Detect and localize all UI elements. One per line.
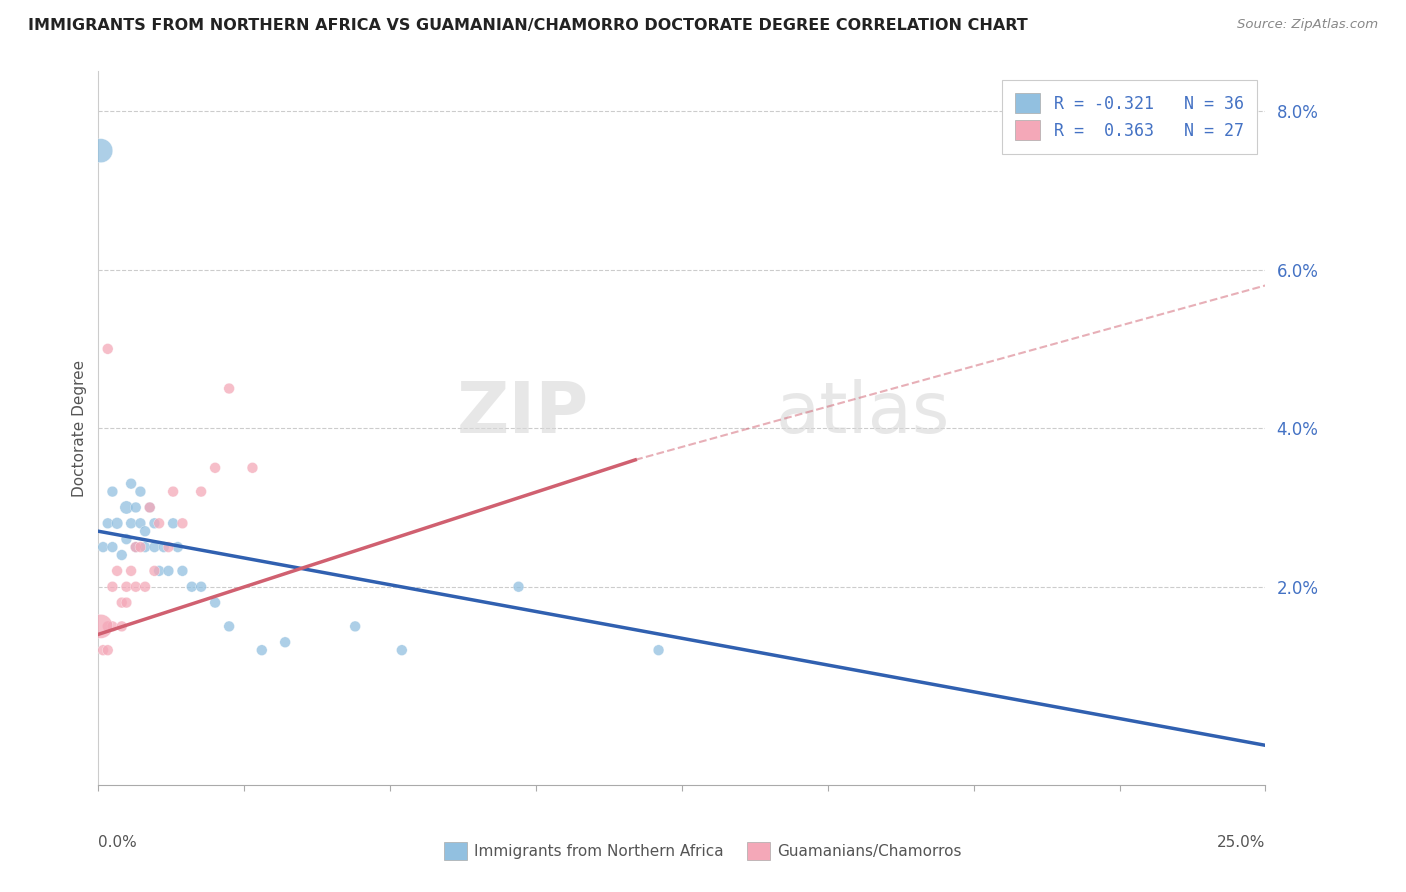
Point — [125, 580, 148, 594]
Point — [91, 643, 114, 657]
Point — [120, 476, 142, 491]
Point — [134, 580, 156, 594]
Point — [101, 540, 124, 554]
Point — [115, 500, 138, 515]
Point — [204, 460, 226, 475]
Point — [125, 500, 148, 515]
Point — [180, 580, 202, 594]
Point — [134, 524, 156, 539]
Point — [125, 540, 148, 554]
Point — [242, 460, 264, 475]
Point — [139, 500, 162, 515]
Point — [129, 516, 152, 531]
Text: 25.0%: 25.0% — [1218, 835, 1265, 850]
Point — [157, 540, 180, 554]
Point — [129, 540, 152, 554]
Point — [218, 619, 240, 633]
Point — [90, 619, 112, 633]
Point — [111, 548, 134, 562]
Point — [508, 580, 530, 594]
Point — [120, 516, 142, 531]
Point — [162, 484, 184, 499]
Text: ZIP: ZIP — [457, 379, 589, 449]
Point — [143, 516, 166, 531]
Point — [97, 619, 120, 633]
Point — [172, 564, 194, 578]
Point — [157, 564, 180, 578]
Point — [101, 484, 124, 499]
Point — [218, 382, 240, 396]
Point — [162, 516, 184, 531]
Point — [129, 484, 152, 499]
Point — [111, 619, 134, 633]
Text: IMMIGRANTS FROM NORTHERN AFRICA VS GUAMANIAN/CHAMORRO DOCTORATE DEGREE CORRELATI: IMMIGRANTS FROM NORTHERN AFRICA VS GUAMA… — [28, 18, 1028, 33]
Text: atlas: atlas — [775, 379, 949, 449]
Point — [91, 540, 114, 554]
Point — [105, 516, 128, 531]
Point — [204, 596, 226, 610]
Point — [391, 643, 413, 657]
Point — [647, 643, 669, 657]
Text: Source: ZipAtlas.com: Source: ZipAtlas.com — [1237, 18, 1378, 31]
Point — [97, 516, 120, 531]
Point — [111, 596, 134, 610]
Point — [152, 540, 174, 554]
Legend: R = -0.321   N = 36, R =  0.363   N = 27: R = -0.321 N = 36, R = 0.363 N = 27 — [1002, 79, 1257, 153]
Y-axis label: Doctorate Degree: Doctorate Degree — [72, 359, 87, 497]
Point — [274, 635, 297, 649]
Point — [134, 540, 156, 554]
Point — [166, 540, 188, 554]
Point — [125, 540, 148, 554]
Point — [143, 540, 166, 554]
Text: 0.0%: 0.0% — [98, 835, 138, 850]
Point — [190, 580, 212, 594]
Point — [120, 564, 142, 578]
Point — [105, 564, 128, 578]
Point — [97, 342, 120, 356]
Point — [143, 564, 166, 578]
Point — [139, 500, 162, 515]
Legend: Immigrants from Northern Africa, Guamanians/Chamorros: Immigrants from Northern Africa, Guamani… — [437, 836, 969, 866]
Point — [115, 596, 138, 610]
Point — [115, 580, 138, 594]
Point — [172, 516, 194, 531]
Point — [344, 619, 367, 633]
Point — [148, 516, 170, 531]
Point — [101, 619, 124, 633]
Point — [115, 532, 138, 546]
Point — [190, 484, 212, 499]
Point — [101, 580, 124, 594]
Point — [148, 564, 170, 578]
Point — [90, 144, 112, 158]
Point — [250, 643, 273, 657]
Point — [97, 643, 120, 657]
